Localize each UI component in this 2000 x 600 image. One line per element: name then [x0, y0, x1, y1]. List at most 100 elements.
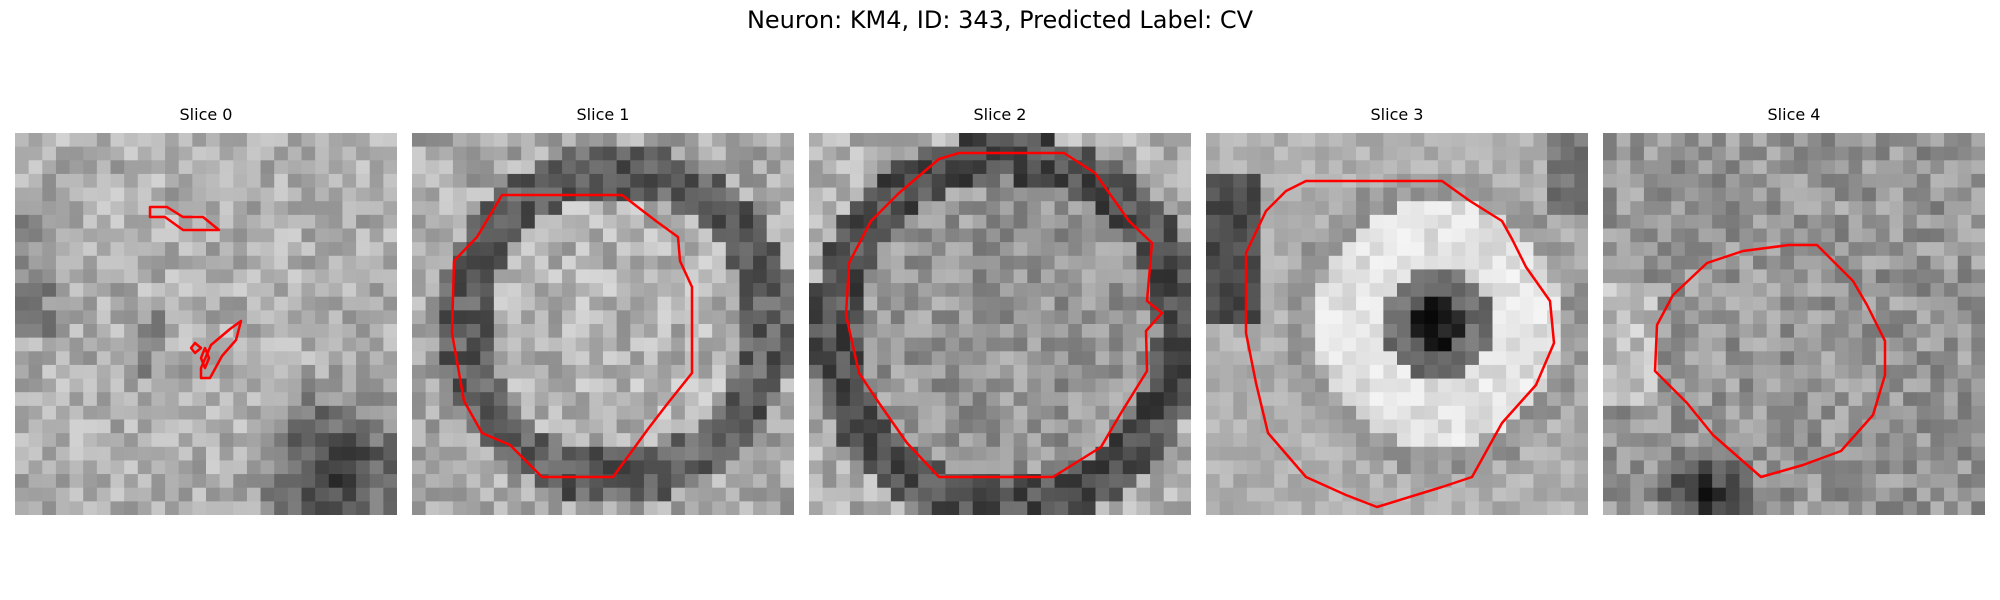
image-pixel — [507, 419, 522, 434]
image-pixel — [1506, 460, 1521, 475]
image-pixel — [972, 133, 987, 148]
image-pixel — [1054, 419, 1069, 434]
image-pixel — [246, 160, 262, 175]
image-pixel — [1780, 283, 1795, 298]
image-pixel — [1206, 283, 1221, 298]
image-pixel — [739, 187, 754, 202]
image-pixel — [1574, 160, 1588, 175]
image-pixel — [1177, 364, 1191, 380]
image-pixel — [412, 214, 427, 230]
image-pixel — [1889, 296, 1904, 311]
image-pixel — [931, 378, 947, 393]
image-pixel — [1574, 351, 1588, 366]
image-pixel — [42, 228, 57, 243]
image-pixel — [507, 351, 522, 366]
image-pixel — [1657, 133, 1672, 148]
image-pixel — [1219, 228, 1234, 243]
image-pixel — [1753, 283, 1768, 298]
image-pixel — [1136, 392, 1151, 407]
image-pixel — [534, 146, 550, 161]
image-pixel — [1971, 446, 1985, 462]
image-pixel — [1916, 487, 1932, 502]
image-pixel — [233, 228, 248, 243]
image-pixel — [507, 392, 522, 407]
image-pixel — [1287, 242, 1303, 257]
image-pixel — [1862, 310, 1877, 325]
image-pixel — [1040, 351, 1056, 366]
image-pixel — [1369, 324, 1384, 339]
image-pixel — [1753, 269, 1768, 284]
image-pixel — [698, 433, 713, 448]
image-pixel — [918, 187, 933, 202]
image-pixel — [1875, 310, 1891, 325]
image-pixel — [1013, 214, 1028, 230]
image-pixel — [945, 283, 960, 298]
image-pixel — [1492, 296, 1507, 311]
image-pixel — [918, 378, 933, 393]
image-pixel — [1739, 419, 1754, 434]
image-pixel — [1780, 433, 1795, 448]
image-pixel — [1834, 310, 1850, 325]
image-pixel — [1684, 351, 1700, 366]
image-pixel — [1465, 160, 1480, 175]
image-pixel — [1000, 351, 1015, 366]
image-pixel — [206, 201, 221, 216]
image-pixel — [1206, 173, 1221, 189]
image-pixel — [110, 269, 125, 284]
image-pixel — [1916, 433, 1932, 448]
image-pixel — [1753, 378, 1768, 393]
image-pixel — [1821, 433, 1836, 448]
image-pixel — [809, 242, 824, 257]
image-pixel — [698, 446, 713, 462]
image-pixel — [1684, 201, 1700, 216]
image-pixel — [1862, 378, 1877, 393]
image-pixel — [452, 324, 468, 339]
image-pixel — [69, 214, 84, 230]
image-pixel — [1451, 214, 1466, 230]
image-pixel — [1274, 474, 1289, 489]
image-pixel — [110, 160, 125, 175]
image-pixel — [178, 255, 193, 271]
image-pixel — [1643, 324, 1659, 339]
image-pixel — [671, 351, 686, 366]
image-pixel — [1219, 433, 1234, 448]
image-pixel — [356, 405, 371, 421]
image-pixel — [55, 310, 71, 325]
image-pixel — [836, 419, 851, 434]
image-pixel — [1040, 214, 1056, 230]
image-pixel — [1916, 501, 1932, 515]
image-pixel — [1533, 433, 1548, 448]
image-pixel — [849, 419, 865, 434]
image-pixel — [1862, 160, 1877, 175]
image-pixel — [753, 133, 768, 148]
image-pixel — [766, 419, 781, 434]
image-pixel — [1328, 255, 1344, 271]
image-pixel — [1944, 214, 1959, 230]
image-pixel — [918, 392, 933, 407]
slice-title: Slice 2 — [973, 105, 1027, 124]
image-pixel — [1315, 310, 1330, 325]
image-pixel — [1848, 364, 1863, 380]
image-pixel — [986, 228, 1001, 243]
image-pixel — [1930, 269, 1945, 284]
image-pixel — [684, 255, 700, 271]
image-pixel — [1150, 405, 1165, 421]
image-pixel — [1274, 501, 1289, 515]
image-pixel — [178, 228, 193, 243]
image-pixel — [1657, 242, 1672, 257]
image-pixel — [1328, 201, 1344, 216]
image-pixel — [328, 283, 344, 298]
image-pixel — [1574, 433, 1588, 448]
image-pixel — [931, 214, 947, 230]
image-pixel — [534, 337, 550, 352]
image-pixel — [1957, 324, 1972, 339]
image-pixel — [739, 433, 754, 448]
image-pixel — [1957, 296, 1972, 311]
image-pixel — [863, 173, 878, 189]
image-pixel — [809, 269, 824, 284]
image-pixel — [1725, 392, 1741, 407]
image-pixel — [274, 405, 289, 421]
image-pixel — [1821, 269, 1836, 284]
image-pixel — [1603, 351, 1618, 366]
image-pixel — [151, 474, 166, 489]
